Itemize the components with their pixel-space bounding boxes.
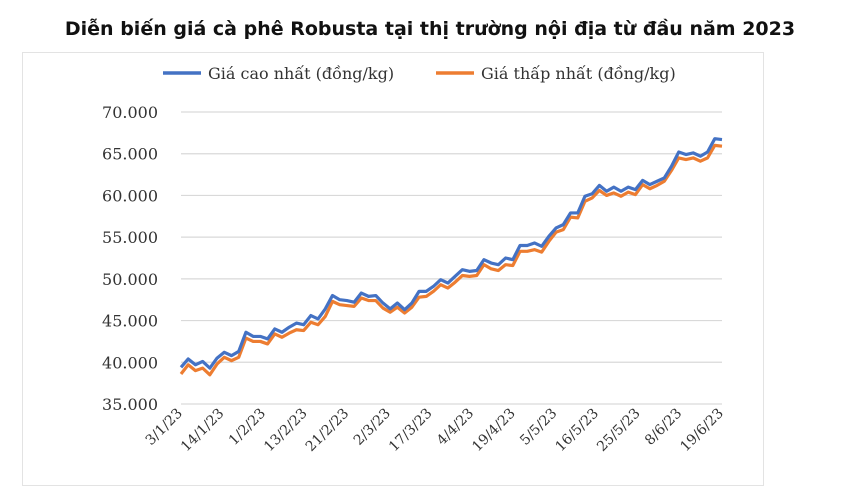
series-line-0 <box>179 137 723 370</box>
y-tick-label: 50.000 <box>102 270 158 289</box>
series-line-1 <box>179 143 723 377</box>
y-tick-label: 65.000 <box>102 145 158 164</box>
y-tick-label: 60.000 <box>102 186 158 205</box>
x-tick-label: 14/1/23 <box>178 406 227 455</box>
legend-label: Giá thấp nhất (đồng/kg) <box>481 64 676 83</box>
x-tick-label: 13/2/23 <box>261 406 310 455</box>
x-tick-label: 19/4/23 <box>469 406 518 455</box>
x-tick-label: 21/2/23 <box>303 406 352 455</box>
x-tick-label: 17/3/23 <box>386 406 435 455</box>
y-tick-label: 55.000 <box>102 228 158 247</box>
x-tick-label: 16/5/23 <box>552 406 601 455</box>
y-tick-label: 40.000 <box>102 353 158 372</box>
legend-label: Giá cao nhất (đồng/kg) <box>208 64 394 83</box>
y-tick-label: 45.000 <box>102 312 158 331</box>
chart-title: Diễn biến giá cà phê Robusta tại thị trư… <box>64 18 796 40</box>
y-tick-label: 70.000 <box>102 103 158 122</box>
x-tick-label: 19/6/23 <box>677 406 726 455</box>
x-tick-label: 25/5/23 <box>594 406 643 455</box>
chart-frame <box>22 52 764 486</box>
y-tick-label: 35.000 <box>102 395 158 414</box>
